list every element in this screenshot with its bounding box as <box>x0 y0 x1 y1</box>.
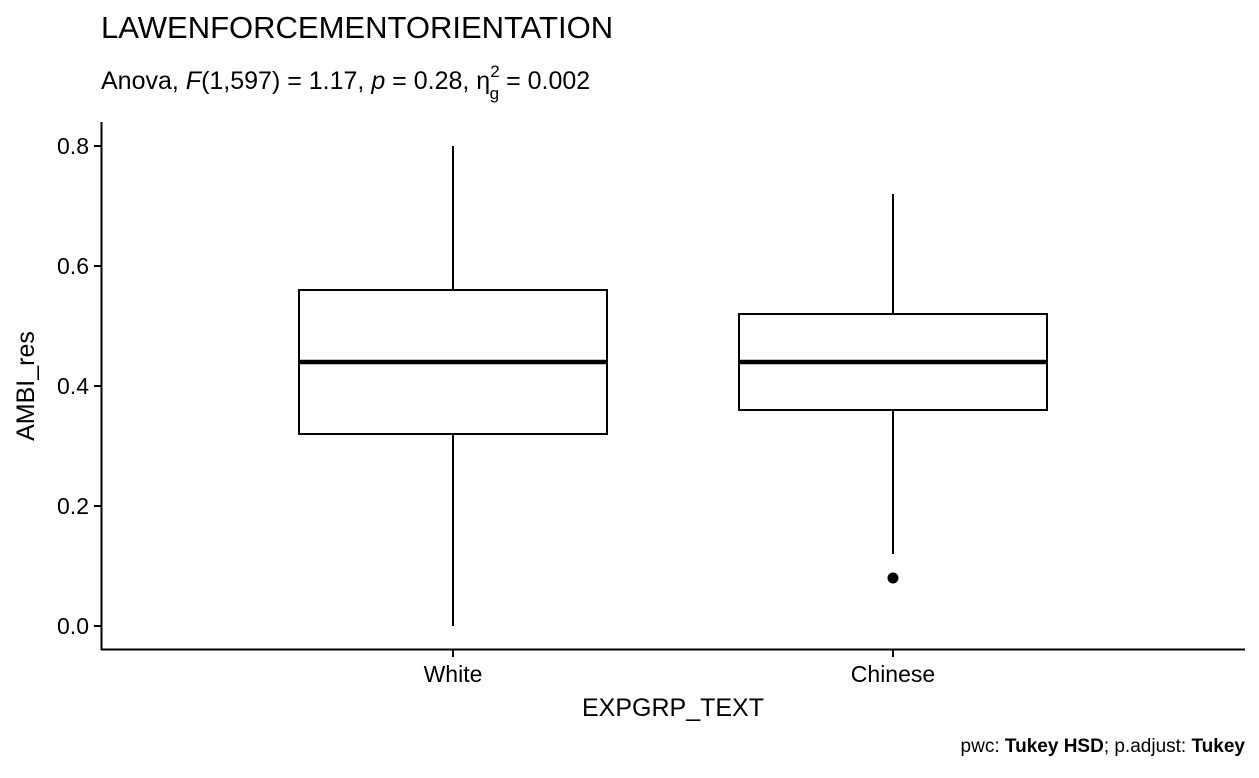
x-axis-title: EXPGRP_TEXT <box>582 694 764 722</box>
y-tick-label: 0.0 <box>57 613 89 639</box>
caption-adjust-method: Tukey <box>1191 736 1245 757</box>
subtitle-eta-symbol: η <box>476 67 490 95</box>
caption-pwc-label: pwc: <box>961 736 1005 757</box>
subtitle-prefix: Anova, <box>101 67 186 95</box>
y-axis-ticks: 0.0 0.2 0.4 0.6 0.8 <box>57 133 101 639</box>
chart-subtitle: Anova, F(1,597) = 1.17, p = 0.28, η2 g = … <box>101 62 590 103</box>
x-tick-label: Chinese <box>851 661 935 687</box>
y-tick-label: 0.8 <box>57 133 89 159</box>
y-tick-label: 0.2 <box>57 493 89 519</box>
box-white <box>298 146 608 626</box>
subtitle-p-symbol: p <box>370 67 385 95</box>
subtitle-eta-sub: g <box>490 84 499 103</box>
caption-sep: ; p.adjust: <box>1104 736 1192 757</box>
subtitle-f-symbol: F <box>186 67 203 95</box>
x-axis-ticks: White Chinese <box>424 650 935 687</box>
subtitle-eta-sup: 2 <box>490 62 499 81</box>
y-tick-label: 0.6 <box>57 253 89 279</box>
x-tick-label: White <box>424 661 483 687</box>
outlier-point <box>887 572 899 584</box>
subtitle-eta-text: = 0.002 <box>499 67 590 95</box>
subtitle-f-args: (1,597) = 1.17, <box>201 67 371 95</box>
subtitle-p-text: = 0.28, <box>385 67 476 95</box>
y-axis-title: AMBI_res <box>12 331 40 441</box>
y-tick-label: 0.4 <box>57 373 89 399</box>
plot-area <box>298 146 1048 626</box>
chart-caption: pwc: Tukey HSD; p.adjust: Tukey <box>961 736 1246 757</box>
caption-pwc-method: Tukey HSD <box>1005 736 1104 757</box>
chart-title: LAWENFORCEMENTORIENTATION <box>101 10 613 45</box>
box-chinese <box>738 194 1048 584</box>
